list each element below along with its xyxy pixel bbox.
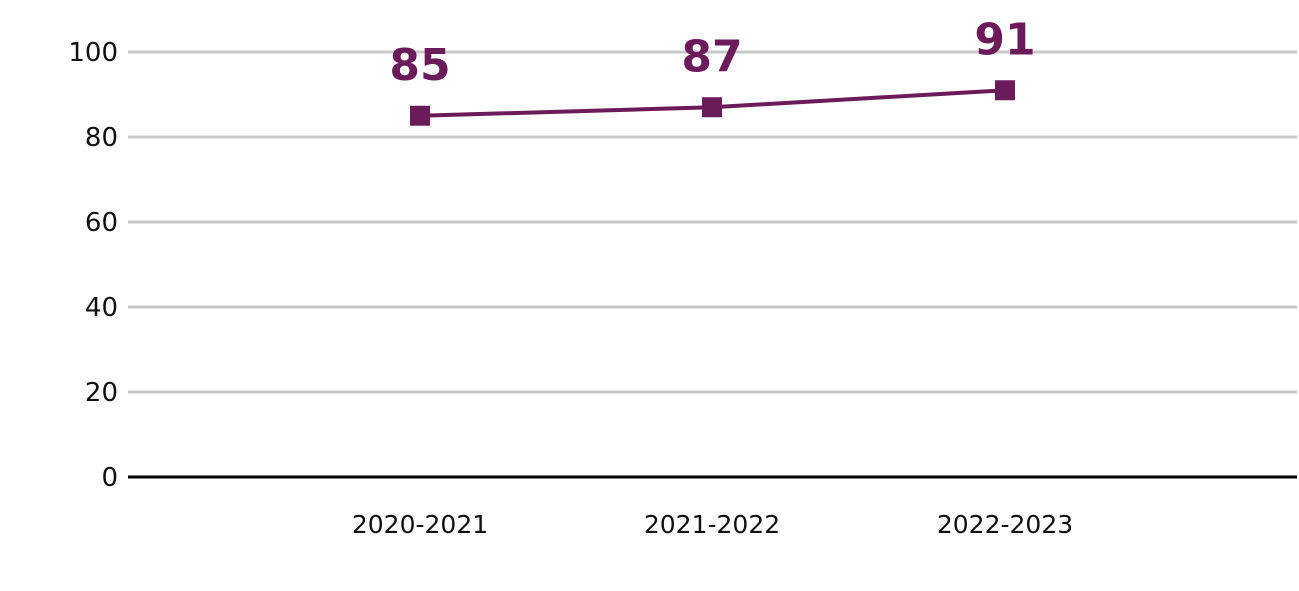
data-point-marker: [995, 80, 1015, 101]
gridlines: [128, 50, 1297, 394]
y-tick-label: 40: [85, 293, 118, 323]
x-tick-label: 2020-2021: [352, 510, 488, 539]
data-labels: 85 87 91: [389, 14, 1035, 91]
data-label: 87: [681, 31, 742, 82]
x-tick-label: 2021-2022: [644, 510, 780, 539]
y-tick-label: 100: [68, 38, 118, 68]
y-tick-label: 60: [85, 208, 118, 238]
x-axis-tick-labels: 2020-2021 2021-2022 2022-2023: [352, 510, 1073, 539]
series-markers: [410, 80, 1015, 126]
data-label: 85: [389, 40, 450, 91]
y-tick-label: 20: [85, 378, 118, 408]
y-axis-tick-labels: 0 20 40 60 80 100: [68, 38, 118, 493]
data-point-marker: [410, 105, 430, 126]
x-tick-label: 2022-2023: [937, 510, 1073, 539]
y-tick-label: 0: [101, 463, 118, 493]
data-point-marker: [702, 97, 722, 118]
data-label: 91: [974, 14, 1035, 65]
y-tick-label: 80: [85, 123, 118, 153]
